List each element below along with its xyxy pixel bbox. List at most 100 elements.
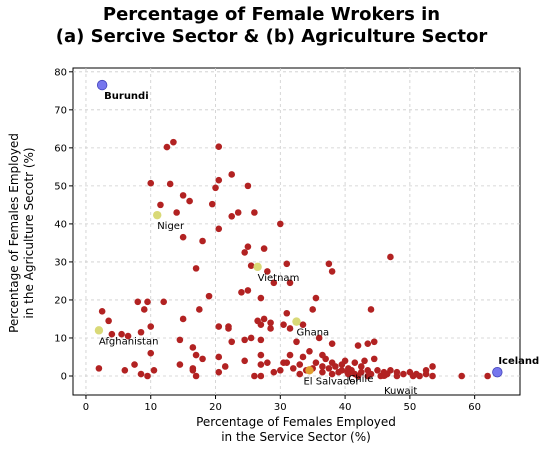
data-point <box>215 368 223 376</box>
data-point <box>354 342 362 349</box>
x-tick-label: 10 <box>144 402 157 413</box>
plot-frame <box>72 67 521 396</box>
data-point <box>215 176 223 184</box>
data-point <box>118 330 125 338</box>
data-point <box>179 315 187 323</box>
data-point <box>293 338 300 346</box>
data-point <box>400 370 407 378</box>
data-point <box>264 359 271 366</box>
data-point <box>225 325 232 332</box>
data-point <box>370 355 378 363</box>
data-point <box>351 370 359 378</box>
highlighted-point <box>344 367 353 377</box>
data-point <box>163 143 171 151</box>
data-point <box>286 325 294 332</box>
point-label: El Salvador <box>303 376 360 387</box>
y-axis-label-line2: in the Agriculture Secotr (%) <box>22 147 36 318</box>
data-point <box>228 171 236 178</box>
data-point <box>134 298 142 306</box>
data-points <box>94 79 503 380</box>
data-point <box>166 180 174 188</box>
data-point <box>247 262 255 270</box>
data-point <box>257 361 265 368</box>
data-point <box>387 253 394 261</box>
data-point <box>251 372 258 380</box>
data-point <box>208 200 216 208</box>
data-point <box>131 361 138 368</box>
data-point <box>328 340 336 347</box>
y-tick-label: 30 <box>54 257 67 268</box>
data-point <box>299 353 307 361</box>
data-point <box>189 344 197 351</box>
data-point <box>160 298 167 306</box>
y-tick-label: 0 <box>61 371 67 382</box>
chart-title-line2: (a) Sercive Sector & (b) Agriculture Sec… <box>55 26 488 47</box>
point-label: Ghana <box>297 328 330 339</box>
data-point <box>199 237 206 245</box>
data-point <box>422 370 430 378</box>
data-point <box>309 306 316 313</box>
data-point <box>241 336 248 344</box>
data-point <box>199 355 206 363</box>
data-point <box>458 372 465 380</box>
data-point <box>221 363 229 370</box>
data-point <box>144 372 151 380</box>
data-point <box>176 361 184 368</box>
x-tick-label: 0 <box>83 402 89 413</box>
y-axis-label-line1: Percentage of Females Employed <box>7 133 21 333</box>
data-point <box>319 363 326 370</box>
data-point <box>429 363 436 370</box>
data-point <box>137 328 145 336</box>
data-point <box>241 249 248 256</box>
data-point <box>228 338 236 346</box>
data-point <box>367 306 375 313</box>
data-point <box>296 370 304 378</box>
data-point <box>280 321 287 328</box>
data-point <box>147 179 155 187</box>
data-point <box>351 359 359 366</box>
highlighted-point <box>292 317 301 326</box>
point-labels: Burundi Iceland Niger Vietnam Afghanistan Gha… <box>99 91 539 397</box>
data-point <box>312 294 320 302</box>
point-label: Kuwait <box>384 386 417 397</box>
data-point <box>260 315 268 323</box>
data-point <box>264 268 271 275</box>
data-point <box>260 245 268 252</box>
data-point <box>364 340 372 347</box>
data-point <box>189 366 197 374</box>
x-tick-label: 40 <box>339 402 352 413</box>
y-tick-label: 50 <box>54 181 67 192</box>
data-point <box>192 265 200 272</box>
data-point <box>322 355 329 363</box>
data-point <box>328 370 336 378</box>
data-point <box>244 243 252 251</box>
data-point <box>325 365 333 372</box>
axis-ticks: 0 10 20 30 40 50 60 0 10 20 30 40 50 60 70 80 <box>54 67 481 413</box>
data-point <box>280 359 287 366</box>
y-tick-label: 10 <box>54 333 67 344</box>
point-label: Iceland <box>498 356 539 367</box>
point-label: Vietnam <box>258 273 300 284</box>
data-point <box>234 209 242 216</box>
data-point <box>140 306 148 313</box>
data-point <box>332 363 339 370</box>
data-point <box>192 351 200 359</box>
point-label: Afghanistan <box>99 336 159 347</box>
data-point <box>121 366 129 374</box>
chart-title: Percentage of Female Wrokers in (a) Serc… <box>0 4 543 48</box>
data-point <box>357 368 365 376</box>
data-point <box>267 325 274 332</box>
data-point <box>212 184 219 192</box>
data-point <box>429 372 436 380</box>
data-point <box>124 332 132 340</box>
data-point <box>267 319 274 327</box>
data-point <box>277 366 284 374</box>
data-point <box>192 372 200 380</box>
data-point <box>228 212 236 220</box>
point-label: Chile <box>348 374 373 385</box>
data-point <box>247 334 255 342</box>
data-point <box>286 351 294 359</box>
data-point <box>312 359 320 366</box>
data-point <box>409 372 417 380</box>
